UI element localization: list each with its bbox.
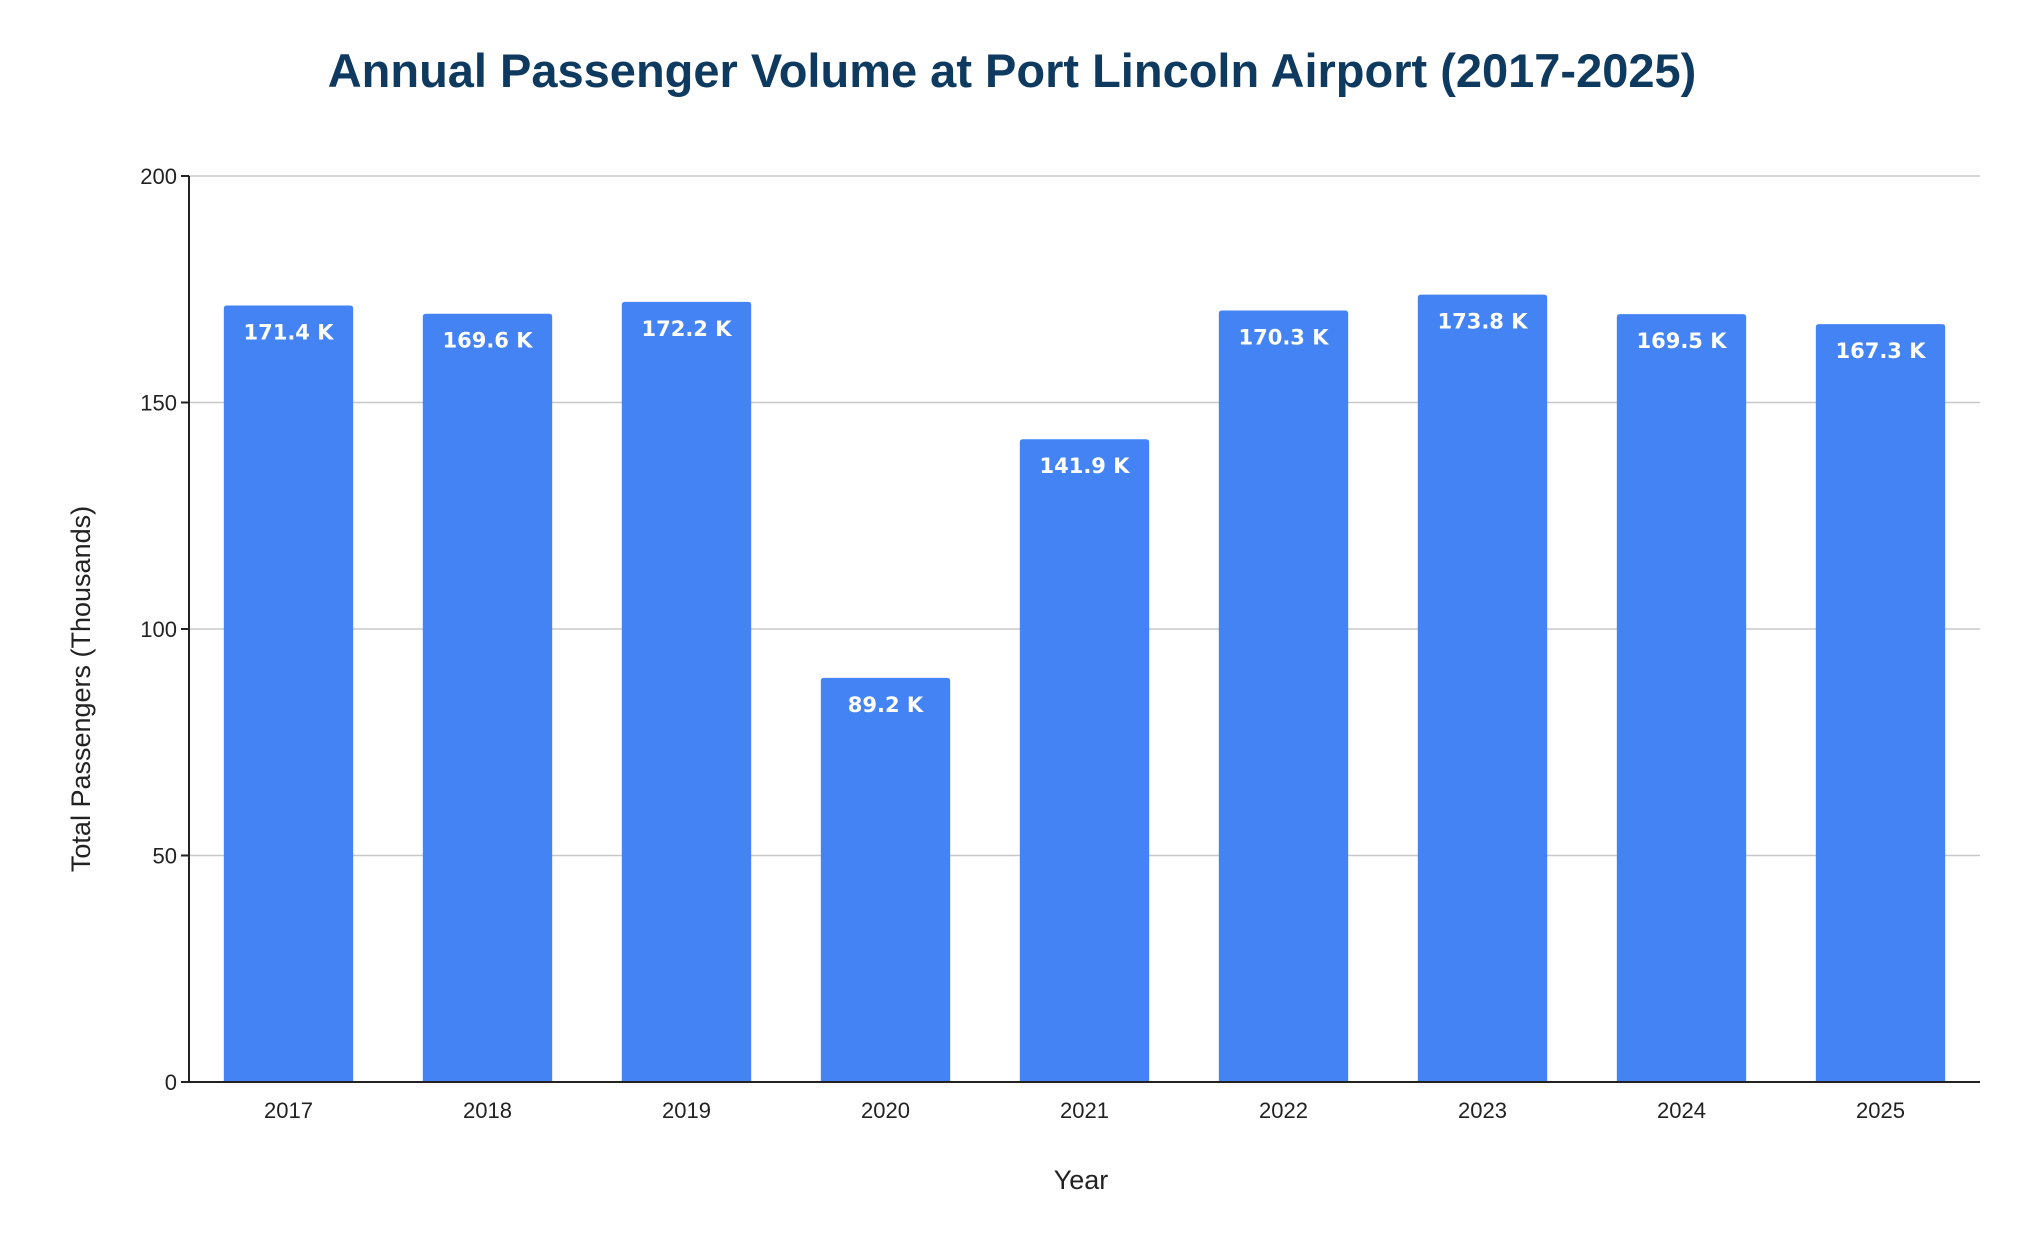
- bar: [1218, 310, 1349, 1082]
- data-label: 167.3 K: [1835, 339, 1926, 363]
- x-tick-label: 2021: [1060, 1098, 1109, 1123]
- x-tick-label: 2017: [264, 1098, 313, 1123]
- y-tick-label: 200: [140, 164, 177, 189]
- y-tick-label: 0: [165, 1070, 177, 1095]
- x-tick-label: 2023: [1458, 1098, 1507, 1123]
- x-tick-label: 2024: [1657, 1098, 1706, 1123]
- bar: [1417, 294, 1548, 1082]
- data-label: 169.6 K: [442, 329, 533, 353]
- y-axis-title: Total Passengers (Thousands): [66, 506, 96, 872]
- axes: [181, 175, 1980, 1083]
- data-label: 89.2 K: [848, 693, 924, 717]
- x-tick-label: 2025: [1856, 1098, 1905, 1123]
- bar: [1019, 439, 1150, 1082]
- data-labels: 171.4 K 169.6 K 172.2 K 89.2 K 141.9 K 170.3 …: [243, 310, 1926, 717]
- data-label: 170.3 K: [1238, 326, 1329, 350]
- y-tick-label: 150: [140, 391, 177, 416]
- bar: [820, 677, 951, 1082]
- x-tick-label: 2020: [861, 1098, 910, 1123]
- chart-title: Annual Passenger Volume at Port Lincoln …: [328, 44, 1697, 97]
- x-tick-label: 2019: [662, 1098, 711, 1123]
- x-tick-labels: 2017 2018 2019 2020 2021 2022 2023 2024 2025: [264, 1098, 1905, 1123]
- y-tick-label: 50: [153, 844, 177, 869]
- bar: [422, 313, 553, 1082]
- data-label: 171.4 K: [243, 321, 334, 345]
- data-label: 173.8 K: [1437, 310, 1528, 334]
- y-tick-label: 100: [140, 617, 177, 642]
- data-label: 141.9 K: [1039, 454, 1130, 478]
- x-axis-title: Year: [1054, 1165, 1109, 1195]
- bar: [1616, 314, 1747, 1082]
- bar: [1815, 324, 1946, 1083]
- x-tick-label: 2018: [463, 1098, 512, 1123]
- y-tick-labels: 0 50 100 150 200: [140, 164, 177, 1095]
- bar: [621, 301, 752, 1083]
- data-label: 169.5 K: [1636, 329, 1727, 353]
- x-tick-label: 2022: [1259, 1098, 1308, 1123]
- bar: [223, 305, 354, 1083]
- bars: [223, 294, 1946, 1083]
- data-label: 172.2 K: [641, 317, 732, 341]
